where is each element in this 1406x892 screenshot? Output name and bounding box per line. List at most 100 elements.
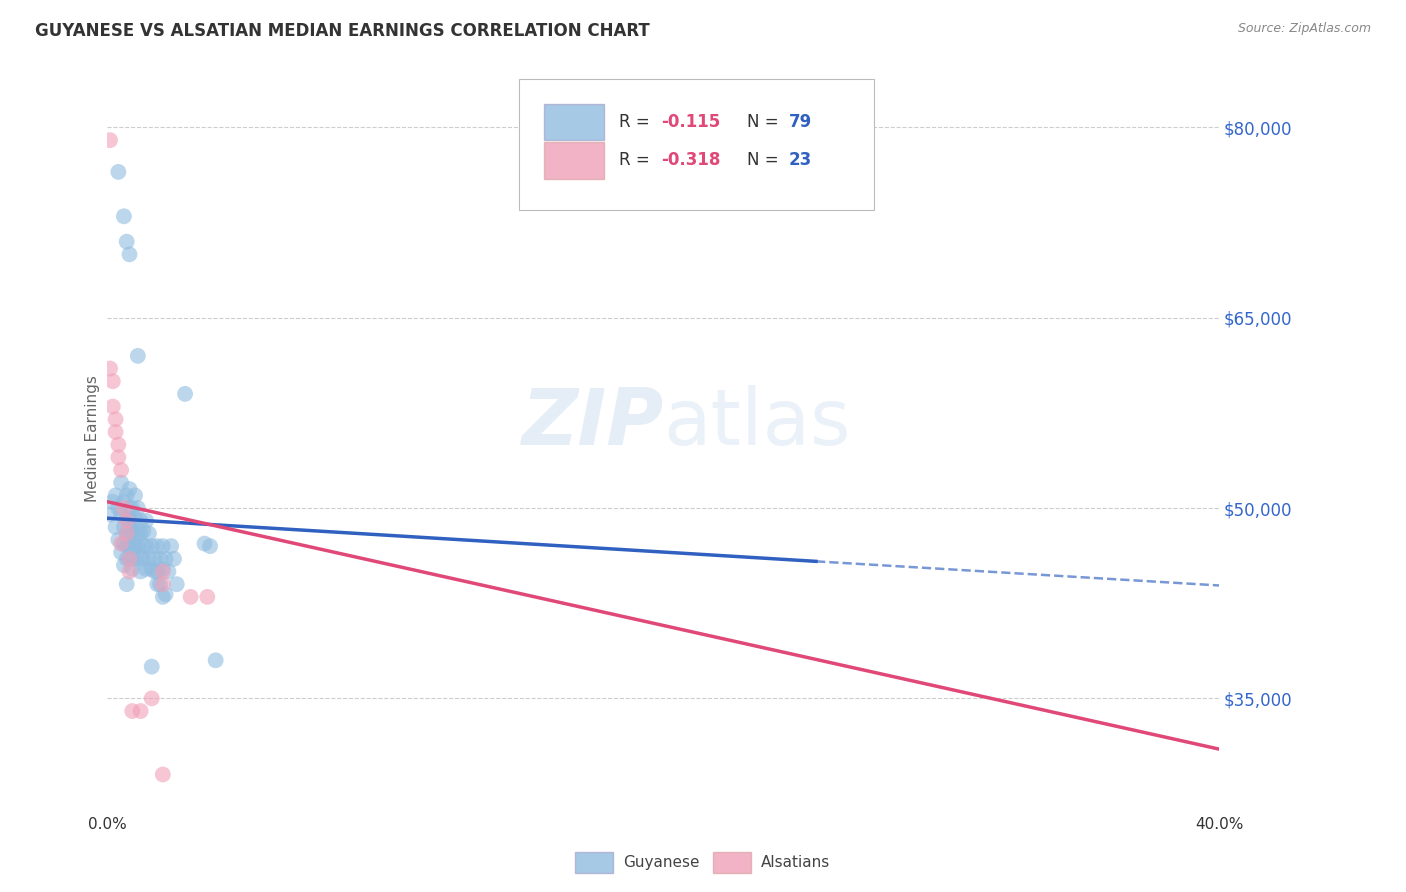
Point (152, 539, 174, 553)
Point (115, 511, 138, 525)
Point (135, 539, 157, 553)
Point (115, 551, 138, 566)
Point (98, 508, 121, 522)
Point (115, 514, 138, 528)
Point (112, 536, 135, 550)
Point (146, 565, 169, 579)
Point (118, 551, 141, 566)
Point (104, 425, 127, 439)
Point (121, 539, 143, 553)
Point (132, 539, 155, 553)
Point (135, 562, 157, 576)
Point (152, 562, 174, 576)
Point (132, 551, 155, 566)
Point (112, 501, 135, 516)
Point (107, 533, 129, 547)
Point (129, 514, 152, 528)
Point (160, 539, 183, 553)
Point (127, 539, 149, 553)
Point (135, 514, 157, 528)
Text: -0.318: -0.318 (661, 152, 720, 169)
Point (98, 361, 121, 376)
Point (107, 501, 129, 516)
Point (101, 400, 124, 414)
Point (132, 524, 155, 538)
Point (124, 488, 146, 502)
Point (118, 482, 141, 496)
Point (138, 526, 160, 541)
Point (146, 539, 169, 553)
Point (118, 514, 141, 528)
Point (112, 494, 135, 508)
Point (115, 526, 138, 541)
Point (204, 653, 226, 667)
Point (115, 235, 138, 249)
FancyBboxPatch shape (519, 79, 875, 210)
Point (152, 577, 174, 591)
Point (157, 565, 180, 579)
Point (152, 590, 174, 604)
Point (104, 520, 127, 534)
Point (115, 488, 138, 502)
Point (141, 562, 163, 576)
Text: R =: R = (619, 113, 655, 131)
Text: Alsatians: Alsatians (761, 855, 830, 870)
FancyBboxPatch shape (544, 142, 605, 178)
Point (149, 577, 172, 591)
Text: GUYANESE VS ALSATIAN MEDIAN EARNINGS CORRELATION CHART: GUYANESE VS ALSATIAN MEDIAN EARNINGS COR… (35, 22, 650, 40)
Point (152, 767, 174, 781)
Point (143, 565, 166, 579)
Point (124, 551, 146, 566)
Point (115, 577, 138, 591)
Point (146, 577, 169, 591)
Point (166, 577, 188, 591)
Point (110, 536, 132, 550)
Point (138, 551, 160, 566)
Point (127, 501, 149, 516)
Point (195, 590, 218, 604)
Point (107, 437, 129, 451)
FancyBboxPatch shape (544, 103, 605, 140)
Point (121, 551, 143, 566)
Point (129, 565, 152, 579)
Point (121, 514, 143, 528)
Point (143, 551, 166, 566)
Point (155, 551, 177, 566)
Point (152, 565, 174, 579)
Point (149, 551, 172, 566)
Point (104, 412, 127, 426)
Point (129, 549, 152, 564)
Point (110, 545, 132, 559)
Point (101, 494, 124, 508)
Point (107, 450, 129, 465)
Point (101, 374, 124, 388)
Point (115, 526, 138, 541)
Text: N =: N = (747, 113, 783, 131)
Point (121, 704, 143, 718)
Text: ZIP: ZIP (520, 385, 664, 461)
Point (118, 565, 141, 579)
Point (141, 659, 163, 673)
Point (180, 590, 202, 604)
Text: R =: R = (619, 152, 655, 169)
Point (110, 475, 132, 490)
Point (118, 501, 141, 516)
Point (174, 387, 197, 401)
Point (129, 526, 152, 541)
Text: atlas: atlas (664, 385, 851, 461)
Point (124, 539, 146, 553)
Point (118, 526, 141, 541)
Point (198, 539, 221, 553)
Y-axis label: Median Earnings: Median Earnings (86, 375, 100, 501)
Point (124, 511, 146, 525)
Point (107, 165, 129, 179)
Text: Source: ZipAtlas.com: Source: ZipAtlas.com (1237, 22, 1371, 36)
Point (121, 524, 143, 538)
Point (115, 539, 138, 553)
Point (110, 463, 132, 477)
Text: Guyanese: Guyanese (623, 855, 699, 870)
Point (118, 551, 141, 566)
Point (127, 349, 149, 363)
Text: -0.115: -0.115 (661, 113, 720, 131)
Text: 79: 79 (789, 113, 813, 131)
